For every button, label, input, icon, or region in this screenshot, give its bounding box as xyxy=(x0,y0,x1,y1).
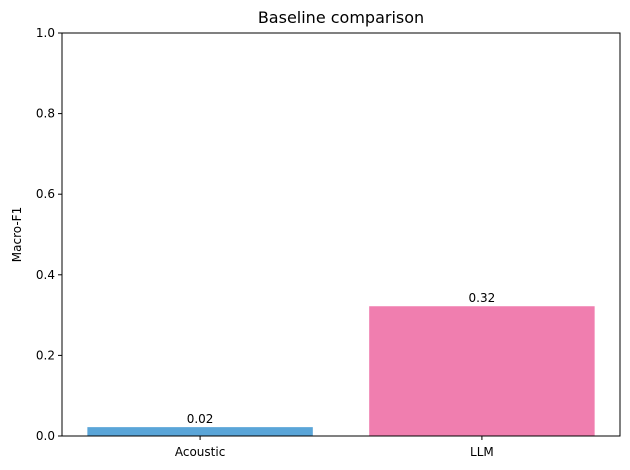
chart-title: Baseline comparison xyxy=(258,8,424,27)
y-axis-label: Macro-F1 xyxy=(10,207,24,262)
axes-frame xyxy=(61,32,621,437)
axes-border xyxy=(61,32,621,437)
bar-llm xyxy=(369,306,595,436)
x-tick-label: Acoustic xyxy=(175,445,225,459)
bar-acoustic xyxy=(87,427,313,436)
y-tick-label: 0.2 xyxy=(36,348,55,362)
y-tick-label: 0.6 xyxy=(36,187,55,201)
x-axis-ticks: Acoustic LLM xyxy=(175,436,494,459)
bar-value-labels: 0.02 0.32 xyxy=(187,291,496,426)
bar-value-label: 0.02 xyxy=(187,412,214,426)
bar-value-label: 0.32 xyxy=(469,291,496,305)
bars xyxy=(87,306,595,436)
y-tick-label: 0.4 xyxy=(36,268,55,282)
y-tick-label: 0.8 xyxy=(36,107,55,121)
y-tick-label: 0.0 xyxy=(36,429,55,443)
x-tick-label: LLM xyxy=(470,445,494,459)
y-axis-ticks: 0.0 0.2 0.4 0.6 0.8 1.0 xyxy=(36,26,62,443)
y-tick-label: 1.0 xyxy=(36,26,55,40)
